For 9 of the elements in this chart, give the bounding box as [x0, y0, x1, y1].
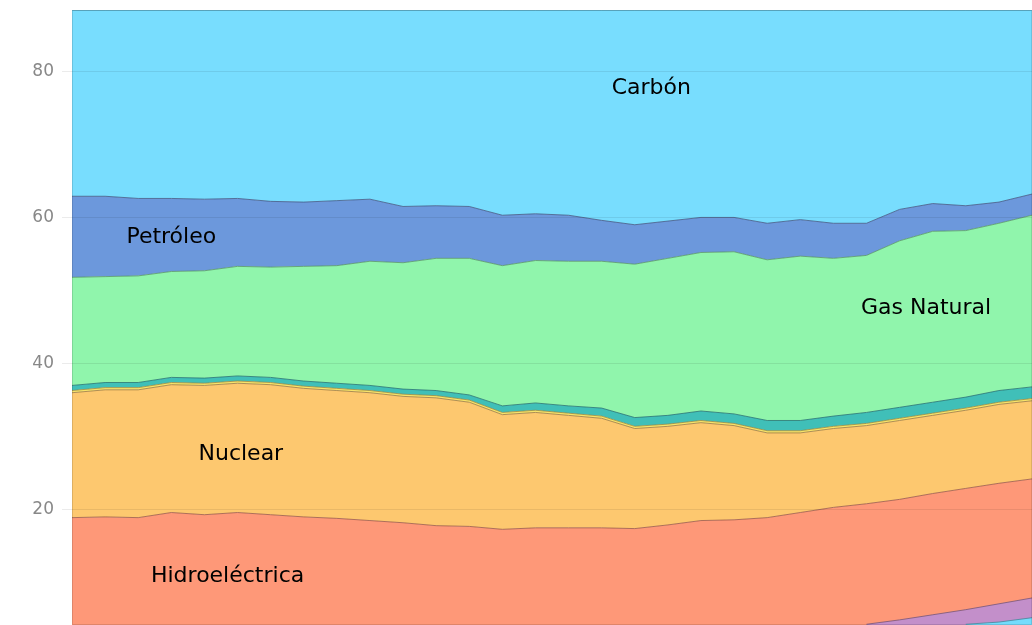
series-label: Hidroeléctrica: [150, 561, 305, 587]
series-label: Petróleo: [126, 222, 217, 248]
series-label: Gas Natural: [861, 293, 992, 319]
y-tick-label: 20: [32, 498, 54, 519]
series-label: Nuclear: [198, 440, 285, 466]
y-tick-label: 60: [32, 205, 54, 226]
y-tick-label: 40: [32, 351, 54, 372]
series-label: Carbón: [611, 74, 691, 100]
y-tick-label: 80: [32, 59, 54, 80]
